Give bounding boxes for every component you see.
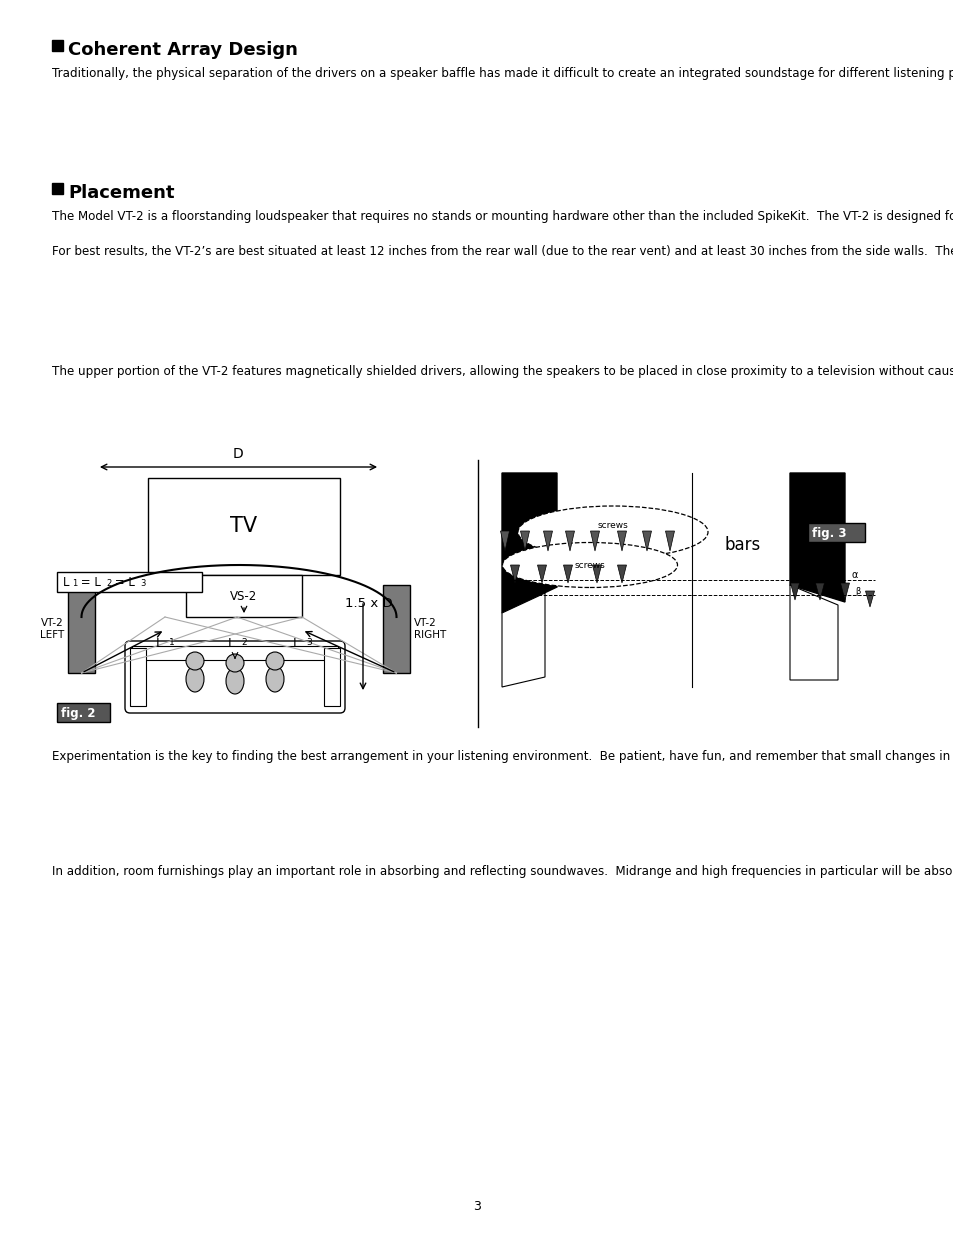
Text: screws: screws	[597, 520, 628, 530]
Polygon shape	[815, 583, 823, 600]
Text: 3: 3	[140, 579, 145, 589]
Text: For best results, the VT-2’s are best situated at least 12 inches from the rear : For best results, the VT-2’s are best si…	[52, 245, 953, 258]
Text: screws: screws	[574, 561, 605, 569]
Text: The Model VT-2 is a floorstanding loudspeaker that requires no stands or mountin: The Model VT-2 is a floorstanding loudsp…	[52, 210, 953, 224]
Circle shape	[226, 655, 244, 672]
Text: The upper portion of the VT-2 features magnetically shielded drivers, allowing t: The upper portion of the VT-2 features m…	[52, 366, 953, 378]
Text: 3: 3	[306, 638, 312, 647]
Text: α: α	[851, 571, 858, 580]
Text: L: L	[63, 576, 70, 589]
Polygon shape	[520, 531, 529, 551]
Polygon shape	[500, 531, 509, 551]
Text: 2: 2	[106, 579, 112, 589]
Polygon shape	[565, 531, 574, 551]
Bar	[52, 40, 63, 51]
Bar	[68, 585, 95, 673]
Polygon shape	[501, 473, 557, 613]
Polygon shape	[501, 593, 544, 687]
Bar	[130, 648, 146, 706]
Text: TV: TV	[231, 516, 257, 536]
Text: D: D	[233, 447, 244, 461]
Polygon shape	[510, 564, 519, 583]
Polygon shape	[864, 592, 874, 606]
Ellipse shape	[517, 506, 707, 558]
Ellipse shape	[266, 666, 284, 692]
Text: Coherent Array Design: Coherent Array Design	[68, 41, 297, 59]
Polygon shape	[563, 564, 572, 583]
Bar	[148, 478, 339, 576]
Bar	[186, 576, 302, 618]
Polygon shape	[543, 531, 552, 551]
Text: Experimentation is the key to finding the best arrangement in your listening env: Experimentation is the key to finding th…	[52, 750, 953, 763]
Polygon shape	[789, 473, 844, 601]
Text: In addition, room furnishings play an important role in absorbing and reflecting: In addition, room furnishings play an im…	[52, 864, 953, 878]
Text: VT-2
RIGHT: VT-2 RIGHT	[414, 618, 446, 640]
Text: L: L	[293, 637, 299, 650]
Bar	[324, 648, 339, 706]
Bar	[57, 703, 110, 722]
Polygon shape	[840, 583, 848, 600]
Text: L: L	[228, 637, 234, 650]
Polygon shape	[789, 585, 837, 680]
Polygon shape	[665, 531, 674, 551]
Ellipse shape	[226, 668, 244, 694]
Text: Traditionally, the physical separation of the drivers on a speaker baffle has ma: Traditionally, the physical separation o…	[52, 67, 953, 80]
Polygon shape	[590, 531, 598, 551]
Text: 2: 2	[241, 638, 247, 647]
Text: = L: = L	[77, 576, 101, 589]
Text: β: β	[854, 588, 860, 597]
Text: L: L	[156, 637, 163, 650]
Bar	[52, 183, 63, 194]
Polygon shape	[537, 564, 546, 583]
Polygon shape	[617, 531, 626, 551]
FancyBboxPatch shape	[125, 641, 345, 713]
Ellipse shape	[502, 542, 677, 588]
Polygon shape	[790, 583, 799, 600]
Text: 1: 1	[169, 638, 174, 647]
Bar	[382, 585, 410, 673]
Bar	[132, 646, 337, 659]
Polygon shape	[641, 531, 651, 551]
Polygon shape	[617, 564, 626, 583]
Bar	[807, 522, 864, 542]
Text: 3: 3	[473, 1200, 480, 1213]
Bar	[57, 572, 202, 592]
Text: 1: 1	[71, 579, 77, 589]
Text: VT-2
LEFT: VT-2 LEFT	[40, 618, 64, 640]
Text: fig. 2: fig. 2	[61, 706, 95, 720]
Text: Placement: Placement	[68, 184, 174, 203]
Text: VS-2: VS-2	[230, 589, 257, 603]
Text: fig. 3: fig. 3	[811, 526, 845, 540]
Circle shape	[186, 652, 204, 671]
Text: bars: bars	[724, 536, 760, 555]
Circle shape	[266, 652, 284, 671]
Text: = L: = L	[111, 576, 134, 589]
Text: 1.5 x D: 1.5 x D	[345, 597, 393, 610]
Ellipse shape	[186, 666, 204, 692]
Polygon shape	[592, 564, 601, 583]
